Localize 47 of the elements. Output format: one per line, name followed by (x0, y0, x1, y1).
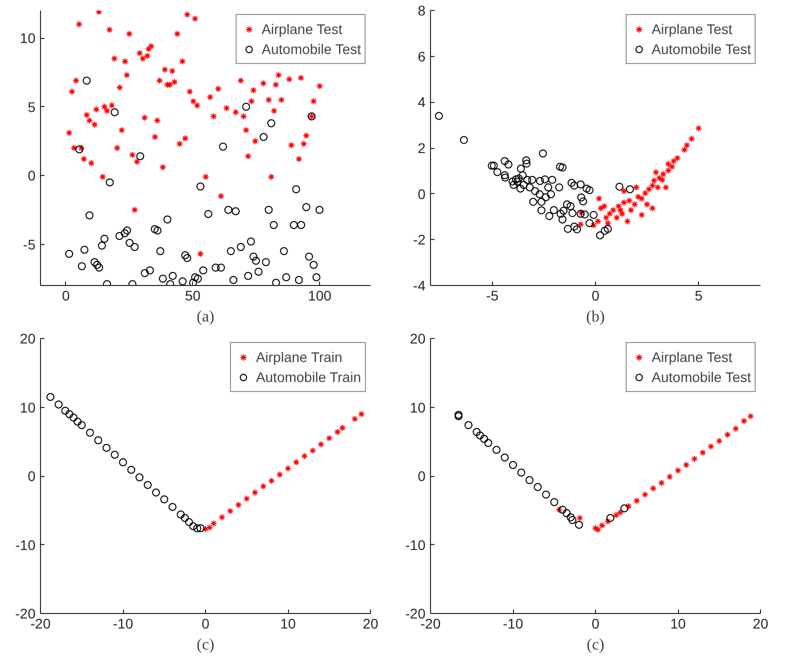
x-tick-label: 5 (694, 288, 703, 304)
y-tick-label: -4 (413, 278, 426, 294)
x-tick-label: 100 (308, 288, 332, 304)
y-tick-label: -10 (15, 536, 36, 553)
legend-label: Automobile Train (256, 369, 361, 385)
x-axis-title: (c) (196, 636, 214, 654)
x-tick-label: 20 (752, 616, 768, 632)
x-tick-label: -10 (112, 616, 134, 632)
legend-label: Airplane Test (652, 349, 732, 365)
y-tick-label: 0 (28, 468, 36, 484)
x-tick-label: 20 (362, 616, 378, 632)
y-tick-label: 4 (418, 94, 426, 110)
y-tick-label: -10 (405, 536, 426, 553)
y-tick-label: -2 (413, 232, 426, 248)
y-tick-label: -20 (405, 606, 426, 622)
x-tick-label: 0 (592, 616, 600, 632)
y-tick-label: 5 (28, 98, 36, 115)
x-tick-label: -10 (502, 616, 524, 632)
legend-label: Airplane Test (652, 21, 732, 37)
x-tick-label: 0 (592, 288, 600, 304)
x-tick-label: 50 (185, 288, 201, 304)
y-tick-label: 10 (410, 399, 426, 416)
y-tick-label: 10 (20, 30, 36, 46)
y-tick-label: 0 (28, 168, 36, 184)
x-tick-label: 0 (62, 288, 70, 304)
x-axis-title: (b) (586, 308, 605, 326)
x-tick-label: 10 (280, 616, 296, 632)
y-tick-label: 8 (418, 2, 426, 18)
legend-label: Airplane Test (262, 21, 342, 37)
y-tick-label: 20 (410, 330, 426, 346)
legend-label: Automobile Test (262, 41, 361, 57)
legend-label: Automobile Test (652, 369, 751, 385)
y-tick-label: 0 (418, 468, 426, 484)
legend-label: Airplane Train (256, 349, 342, 365)
y-tick-label: 20 (20, 330, 36, 346)
x-axis-title: (c) (586, 636, 604, 654)
y-tick-label: -20 (15, 606, 36, 622)
y-tick-label: 10 (20, 399, 36, 416)
x-axis-title: (a) (196, 308, 214, 326)
y-tick-label: 2 (418, 140, 426, 156)
y-tick-label: 0 (418, 186, 426, 202)
legend-label: Automobile Test (652, 41, 751, 57)
y-tick-label: -5 (23, 236, 36, 252)
y-tick-label: 6 (418, 48, 426, 64)
x-tick-label: -5 (486, 288, 499, 304)
x-tick-label: 0 (202, 616, 210, 632)
x-tick-label: 10 (670, 616, 686, 632)
